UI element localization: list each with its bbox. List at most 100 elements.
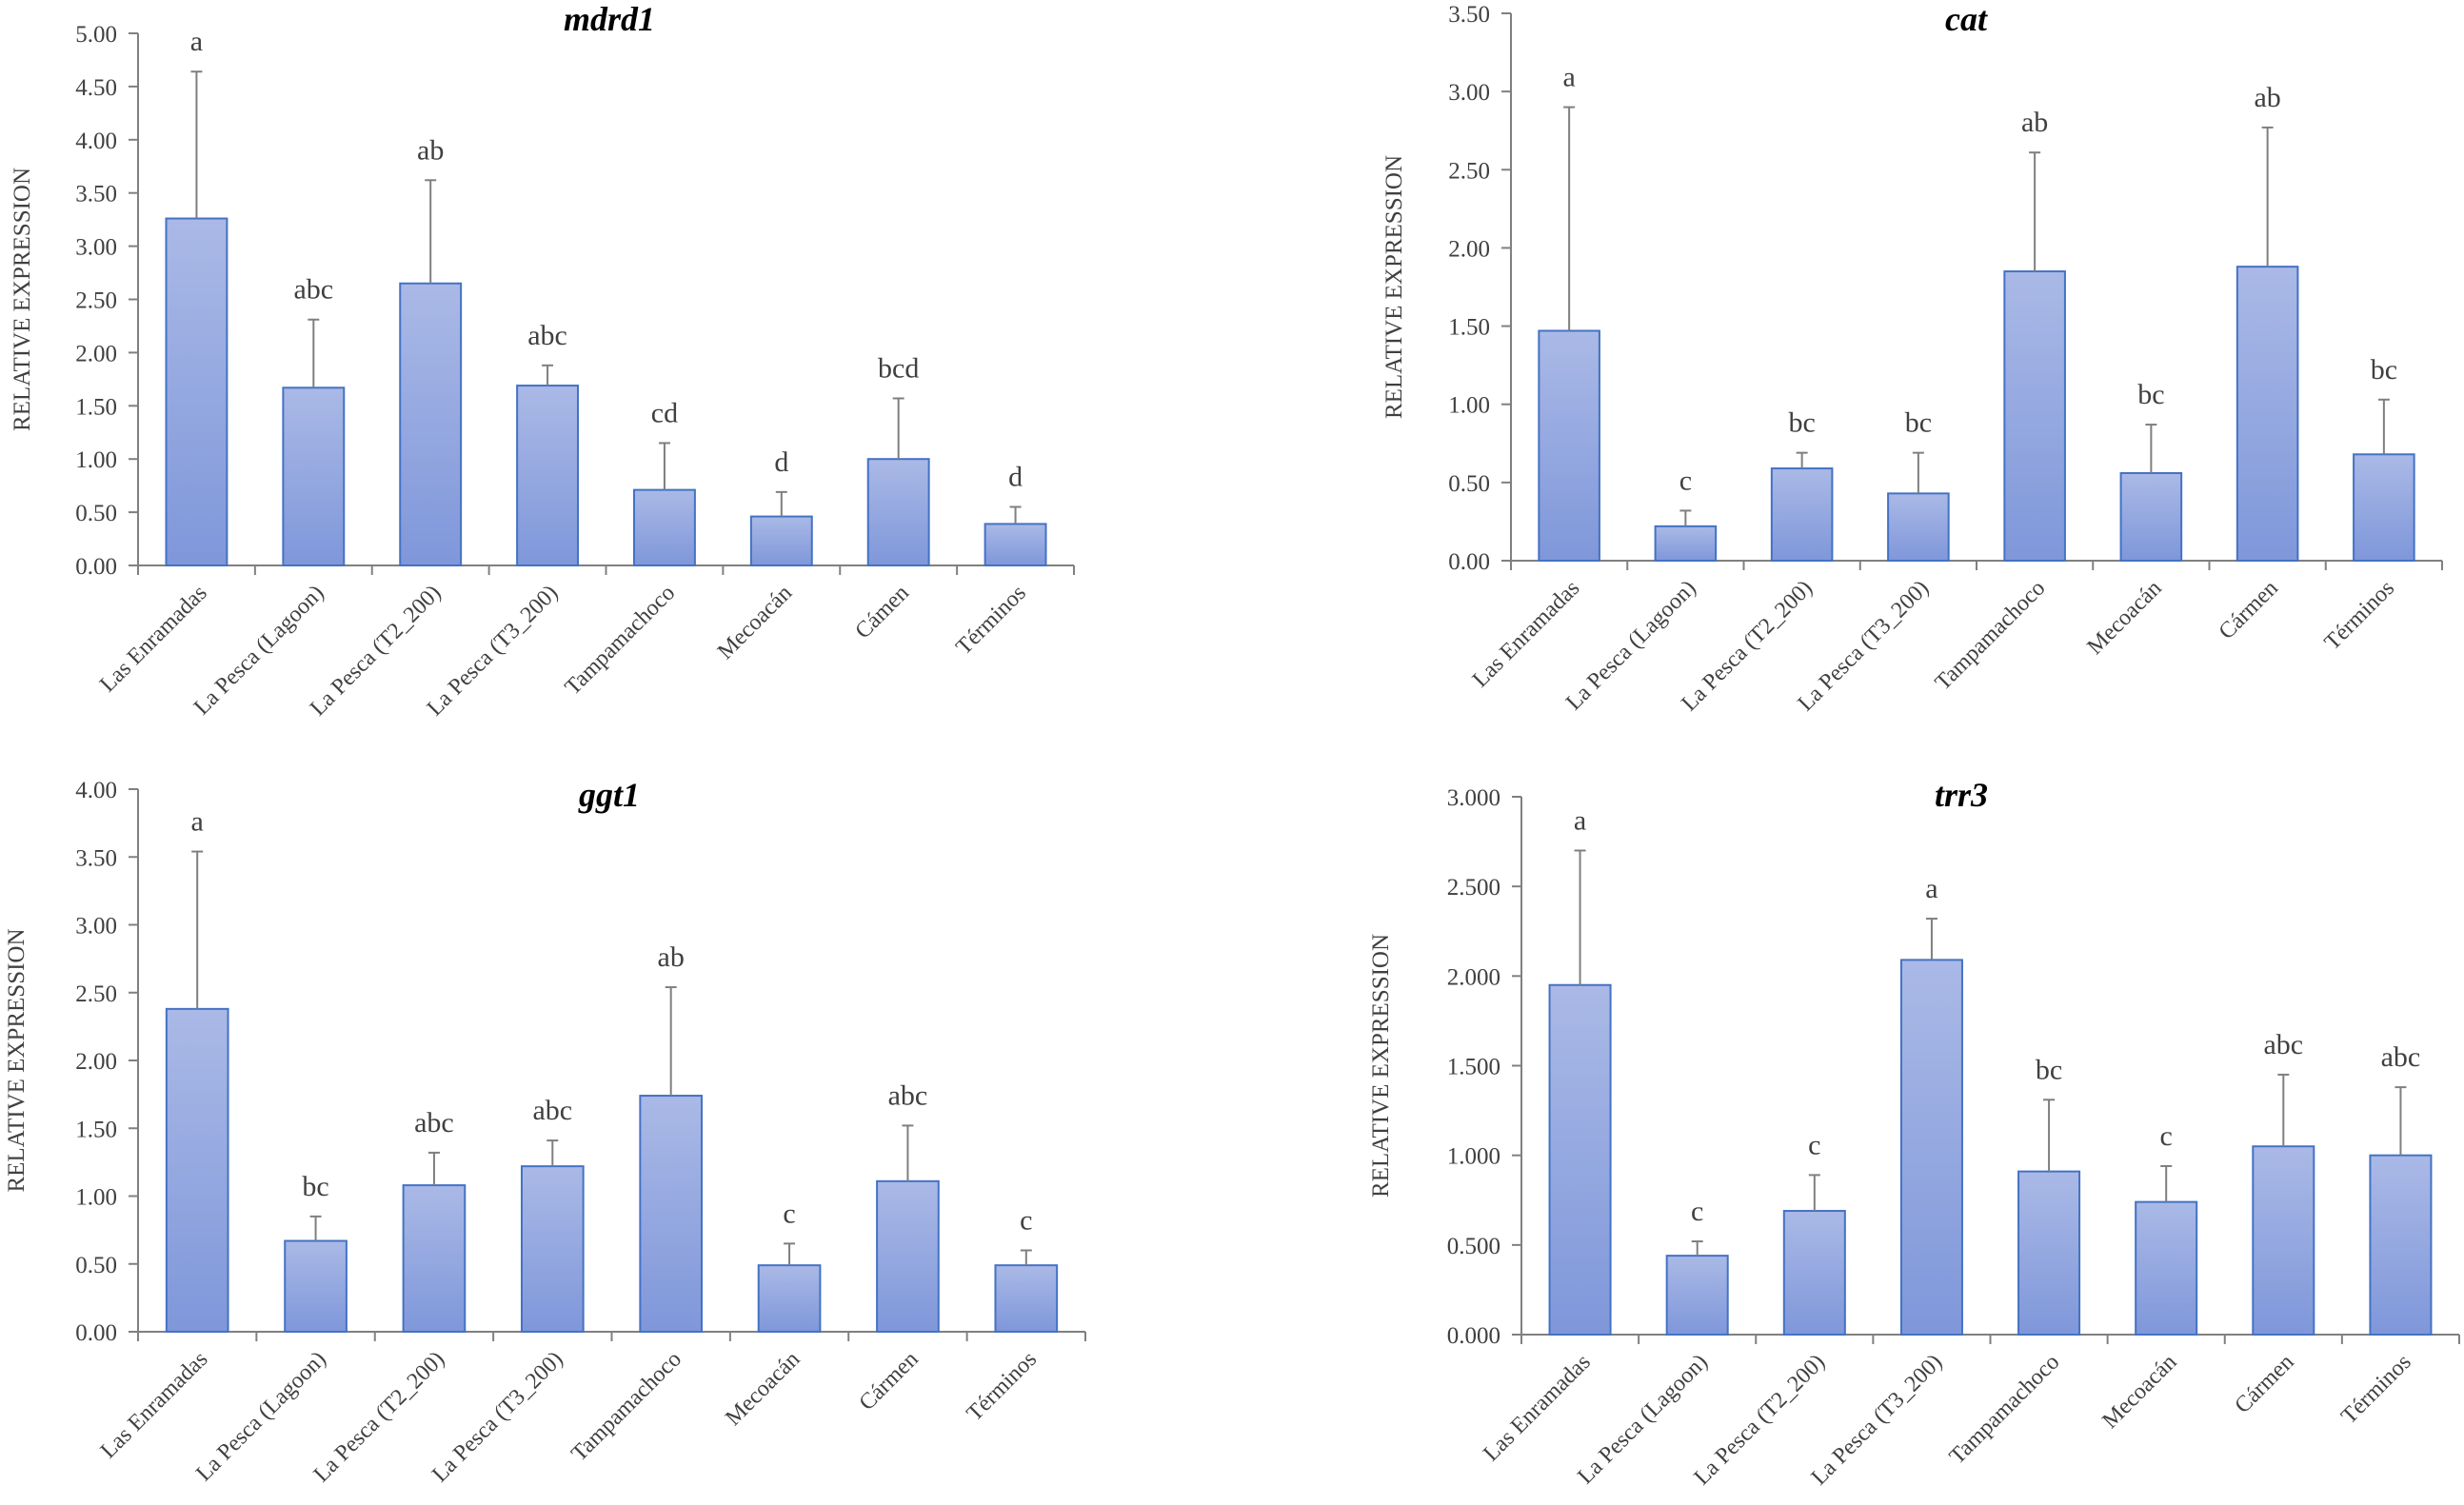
bar-2 — [399, 282, 463, 566]
y-tick-label: 2.00 — [75, 1049, 117, 1075]
y-tick-label: 3.00 — [1448, 80, 1490, 106]
x-tick-label: Tampamachoco — [566, 1347, 686, 1467]
x-tick-label: Términos — [951, 581, 1030, 660]
significance-letter: ab — [2254, 82, 2280, 113]
y-tick-label: 1.00 — [75, 1185, 117, 1211]
y-tick-label: 1.000 — [1447, 1144, 1500, 1170]
bar-0 — [165, 217, 229, 566]
significance-letter: a — [1562, 62, 1575, 93]
significance-letter: bc — [2036, 1054, 2062, 1085]
y-tick-label: 0.00 — [1448, 549, 1490, 575]
y-axis-label: RELATIVE EXPRESSION — [4, 928, 30, 1192]
significance-letter: bc — [2371, 354, 2397, 386]
y-tick-label: 0.50 — [75, 1253, 117, 1278]
chart-title: mdrd1 — [564, 0, 655, 38]
x-tick-label: Términos — [2336, 1350, 2415, 1429]
significance-letter: ab — [658, 941, 685, 973]
significance-letter: bcd — [878, 352, 919, 384]
x-tick-label: Las Enramadas — [1479, 1350, 1596, 1467]
x-tick-label: Cámen — [850, 581, 913, 644]
bar-5 — [2119, 472, 2183, 562]
chart-title: ggt1 — [578, 776, 640, 814]
x-tick-label: Mecoacán — [721, 1347, 805, 1431]
bar-1 — [1654, 525, 1718, 562]
bar-7 — [994, 1264, 1059, 1334]
bar-2 — [1782, 1210, 1846, 1337]
significance-letter: abc — [888, 1079, 928, 1111]
chart-panel-mdrd1: mdrd1 RELATIVE EXPRESSION 0.00 0.50 1.00 1.50… — [10, 0, 1075, 722]
bar-2 — [402, 1184, 467, 1333]
x-tick-label: Tampamachoco — [561, 581, 681, 701]
x-tick-label: Cármen — [2230, 1350, 2298, 1418]
x-tick-label: La Pesca (Lagoon) — [191, 1347, 331, 1487]
y-tick-label: 3.50 — [75, 182, 117, 208]
chart-title: trr3 — [1935, 776, 1988, 814]
bar-1 — [1665, 1255, 1729, 1336]
significance-letter: a — [191, 806, 204, 838]
y-tick-label: 1.50 — [1448, 315, 1490, 341]
y-tick-label: 2.50 — [1448, 158, 1490, 184]
bar-7 — [2369, 1154, 2433, 1336]
bar-7 — [984, 523, 1047, 567]
y-tick-label: 0.50 — [75, 501, 117, 526]
x-tick-label: Cármen — [2215, 576, 2283, 644]
x-tick-label: Las Enramadas — [1468, 576, 1585, 693]
bar-1 — [282, 386, 346, 566]
significance-letter: a — [1574, 805, 1586, 837]
significance-letter: c — [2160, 1120, 2173, 1152]
y-tick-label: 3.50 — [75, 845, 117, 871]
y-tick-label: 2.00 — [1448, 236, 1490, 262]
y-tick-label: 3.00 — [75, 914, 117, 940]
chart-panel-trr3: trr3 RELATIVE EXPRESSION 0.000 0.500 1.000 1.… — [1368, 776, 2460, 1491]
significance-letter: d — [774, 446, 788, 478]
bar-4 — [2003, 270, 2066, 562]
x-tick-label: La Pesca (T3_200) — [1807, 1350, 1948, 1491]
y-tick-label: 3.000 — [1447, 785, 1500, 811]
bar-3 — [516, 385, 580, 567]
chart-title: cat — [1945, 0, 1988, 38]
x-tick-label: Tampamachoco — [1945, 1350, 2065, 1470]
y-tick-label: 0.50 — [1448, 471, 1490, 497]
significance-letter: c — [1020, 1205, 1032, 1237]
x-tick-label: Las Enramadas — [95, 581, 212, 698]
y-tick-label: 3.00 — [75, 235, 117, 261]
chart-panel-cat: cat RELATIVE EXPRESSION 0.00 0.50 1.00 1.50 2.… — [1381, 0, 2443, 716]
y-tick-label: 2.00 — [75, 341, 117, 366]
bar-2 — [1770, 467, 1834, 563]
x-tick-label: Las Enramadas — [96, 1347, 213, 1464]
y-tick-label: 5.00 — [75, 22, 117, 48]
bar-3 — [1887, 492, 1950, 562]
bar-0 — [1548, 983, 1612, 1336]
significance-letter: abc — [527, 320, 567, 351]
x-tick-label: Términos — [2320, 576, 2399, 655]
significance-letter: abc — [532, 1095, 572, 1126]
x-tick-label: La Pesca (T3_200) — [427, 1347, 568, 1488]
x-tick-label: La Pesca (Lagoon) — [189, 581, 329, 721]
bar-4 — [639, 1095, 704, 1334]
bar-5 — [757, 1264, 822, 1334]
significance-letter: c — [1679, 465, 1692, 496]
bar-3 — [520, 1165, 585, 1334]
x-tick-label: Mecoacán — [713, 581, 797, 664]
bar-6 — [2235, 266, 2299, 562]
y-tick-label: 1.50 — [75, 394, 117, 420]
significance-letter: bc — [302, 1171, 328, 1202]
x-tick-label: La Pesca (T3_200) — [423, 581, 564, 722]
x-tick-label: La Pesca (Lagoon) — [1573, 1350, 1713, 1490]
bar-4 — [632, 488, 696, 567]
significance-letter: cd — [651, 397, 678, 428]
bar-3 — [1899, 959, 1963, 1337]
bar-0 — [165, 1007, 229, 1333]
significance-letter: abc — [293, 274, 333, 306]
bar-4 — [2017, 1170, 2081, 1337]
significance-letter: ab — [2021, 107, 2048, 138]
x-tick-label: Mecoacán — [2097, 1350, 2181, 1434]
bar-5 — [749, 515, 813, 567]
significance-letter: bc — [2137, 379, 2164, 410]
y-tick-label: 1.500 — [1447, 1055, 1500, 1080]
significance-letter: abc — [2381, 1041, 2421, 1073]
significance-letter: c — [1691, 1196, 1703, 1227]
significance-letter: c — [783, 1198, 795, 1229]
x-tick-label: Términos — [963, 1347, 1042, 1426]
